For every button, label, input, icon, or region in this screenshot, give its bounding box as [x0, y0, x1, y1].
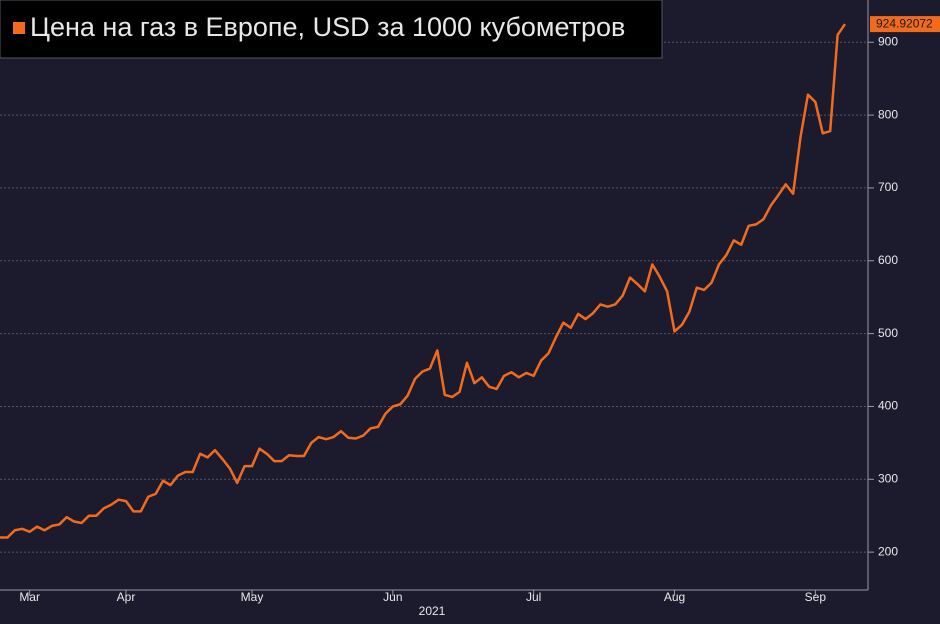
x-tick-label: Apr	[117, 590, 136, 604]
line-series	[0, 23, 847, 539]
y-tick-label: 300	[878, 471, 898, 485]
y-tick-label: 800	[878, 107, 898, 121]
y-tick-label: 500	[878, 326, 898, 340]
legend-swatch	[13, 22, 25, 34]
x-tick-label: Aug	[664, 590, 685, 604]
x-tick-label: Jul	[526, 590, 541, 604]
last-value-box	[870, 16, 940, 33]
y-tick-label: 700	[878, 180, 898, 194]
x-tick-label: Jun	[383, 590, 402, 604]
legend-label: Цена на газ в Европе, USD за 1000 кубоме…	[30, 12, 625, 42]
last-value-label: 924.92072	[876, 16, 933, 30]
y-tick-label: 200	[878, 544, 898, 558]
x-tick-label: Sep	[805, 590, 827, 604]
legend-box	[0, 0, 663, 59]
x-tick-label: Mar	[19, 590, 40, 604]
y-tick-label: 600	[878, 253, 898, 267]
x-axis-label: 2021	[419, 604, 446, 618]
y-tick-label: 400	[878, 399, 898, 413]
x-tick-label: May	[241, 590, 264, 604]
y-tick-label: 900	[878, 34, 898, 48]
